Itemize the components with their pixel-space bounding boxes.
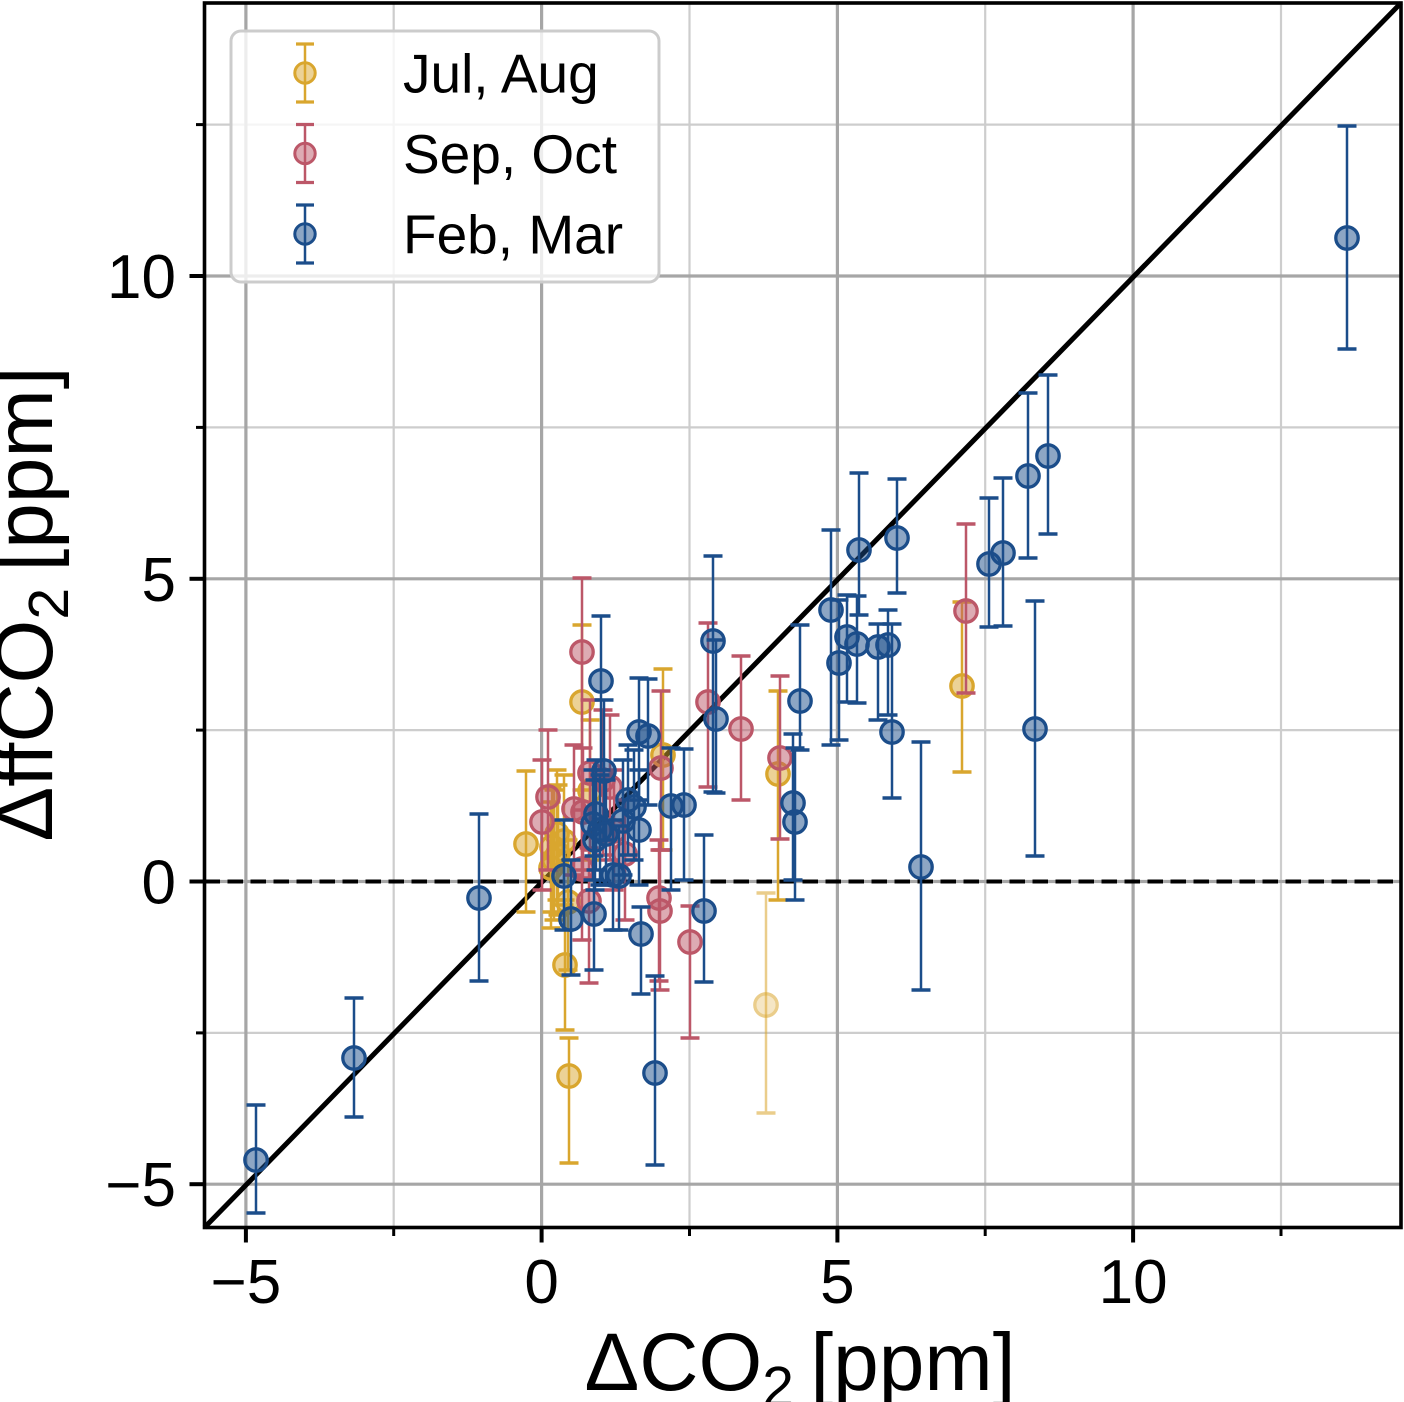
svg-text:−5: −5 [211, 1248, 282, 1317]
svg-text:5: 5 [820, 1248, 854, 1317]
svg-text:0: 0 [142, 849, 176, 918]
svg-text:ΔCO2 [ppm]: ΔCO2 [ppm] [585, 1317, 1016, 1402]
svg-text:Sep, Oct: Sep, Oct [403, 123, 617, 185]
svg-text:10: 10 [107, 243, 176, 312]
svg-text:−5: −5 [105, 1151, 176, 1220]
svg-text:Jul, Aug: Jul, Aug [403, 43, 599, 105]
svg-text:5: 5 [142, 546, 176, 615]
svg-text:Feb, Mar: Feb, Mar [403, 204, 623, 266]
svg-text:0: 0 [524, 1248, 558, 1317]
svg-text:10: 10 [1099, 1248, 1168, 1317]
